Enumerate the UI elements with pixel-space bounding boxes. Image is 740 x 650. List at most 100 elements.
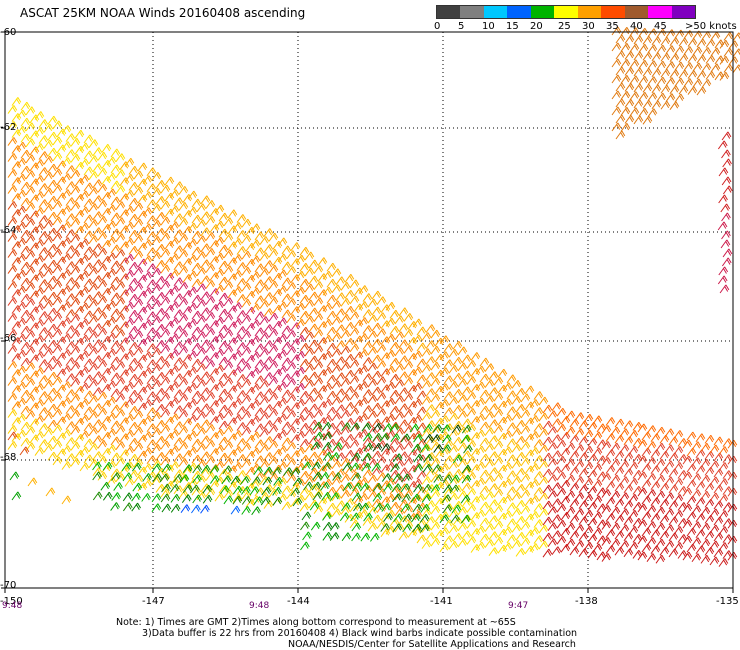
wind-barb: [673, 478, 684, 487]
wind-barb: [701, 47, 712, 56]
wind-barb: [312, 421, 323, 431]
wind-barb: [164, 192, 175, 202]
wind-barb: [254, 407, 265, 417]
wind-barb: [515, 452, 526, 461]
wind-barb: [466, 536, 477, 545]
wind-barb: [647, 108, 658, 118]
wind-barb: [322, 334, 333, 344]
wind-barb: [389, 389, 400, 399]
wind-barb: [295, 414, 306, 424]
wind-barb: [47, 243, 58, 253]
wind-barb: [223, 377, 234, 387]
wind-barb: [205, 280, 216, 289]
wind-barb: [74, 273, 85, 283]
wind-barb: [317, 273, 328, 282]
wind-barb: [651, 84, 662, 94]
wind-barb: [205, 264, 216, 273]
wind-barb: [292, 497, 303, 507]
wind-barb: [488, 531, 499, 540]
wind-barb: [596, 487, 607, 497]
wind-barb: [673, 446, 684, 455]
wind-barb: [178, 458, 189, 467]
wind-barb: [56, 400, 67, 410]
wind-barb: [556, 407, 567, 417]
wind-barb: [686, 543, 697, 553]
wind-barb: [655, 490, 666, 500]
wind-barb: [214, 380, 225, 390]
wind-barb: [151, 316, 162, 325]
wind-barb: [308, 355, 319, 365]
wind-barb: [160, 216, 171, 226]
wind-barb: [704, 498, 715, 508]
wind-barb: [439, 383, 450, 393]
wind-barb: [65, 133, 76, 142]
wind-barb: [178, 298, 189, 307]
wind-barb: [683, 62, 694, 71]
wind-barb: [43, 203, 54, 213]
wind-barb: [286, 298, 297, 307]
wind-barb: [223, 489, 234, 499]
wind-barb: [497, 528, 508, 538]
wind-barb: [124, 397, 135, 407]
wind-barb: [290, 354, 301, 363]
wind-barb: [358, 317, 369, 326]
wind-barb: [223, 457, 234, 467]
wind-barb: [407, 449, 418, 458]
wind-barb: [524, 449, 535, 459]
wind-barb: [142, 335, 153, 345]
wind-barb: [223, 495, 234, 505]
wind-barb: [392, 493, 402, 503]
wind-barb: [329, 492, 340, 501]
wind-barb: [241, 250, 252, 260]
wind-barb: [569, 514, 580, 524]
wind-barb: [88, 219, 99, 228]
wind-barb: [628, 509, 639, 519]
wind-barb: [241, 378, 252, 388]
wind-barb: [74, 241, 85, 251]
wind-barb: [695, 449, 706, 459]
wind-barb: [389, 325, 400, 335]
wind-barb: [488, 403, 499, 412]
wind-barb: [565, 410, 576, 420]
wind-barb: [241, 282, 252, 292]
wind-barb: [254, 343, 265, 353]
wind-barb: [615, 34, 626, 44]
wind-barb: [218, 292, 229, 302]
wind-barb: [170, 503, 181, 513]
wind-barb: [97, 183, 108, 193]
wind-barb: [669, 37, 680, 46]
wind-barb: [322, 511, 332, 521]
wind-barb: [732, 64, 740, 74]
wind-barb: [317, 353, 328, 362]
wind-barb: [376, 392, 387, 402]
wind-barb: [412, 503, 423, 513]
wind-barb: [52, 440, 63, 450]
wind-barb: [308, 483, 319, 493]
wind-barb: [547, 506, 558, 516]
wind-barb: [56, 352, 67, 362]
wind-barb: [106, 252, 117, 262]
wind-barb: [439, 351, 450, 361]
wind-barb: [119, 177, 130, 187]
wind-barb: [92, 461, 102, 471]
wind-barb: [605, 481, 616, 490]
wind-barb: [322, 366, 333, 376]
wind-barb: [92, 403, 103, 412]
wind-barb: [565, 506, 576, 516]
wind-barb: [241, 486, 251, 495]
wind-barb: [398, 467, 409, 477]
wind-barb: [542, 404, 553, 414]
wind-barb: [38, 423, 49, 432]
wind-barb: [511, 428, 522, 437]
wind-barb: [335, 420, 346, 430]
wind-barb: [160, 248, 171, 258]
wind-barb: [151, 348, 162, 357]
wind-barb: [709, 444, 720, 454]
wind-barb: [137, 338, 148, 348]
wind-barb: [160, 328, 171, 338]
wind-barb: [466, 520, 477, 529]
wind-barb: [674, 45, 685, 55]
wind-barb: [560, 511, 571, 521]
wind-barb: [722, 454, 733, 463]
wind-barb: [110, 292, 121, 302]
